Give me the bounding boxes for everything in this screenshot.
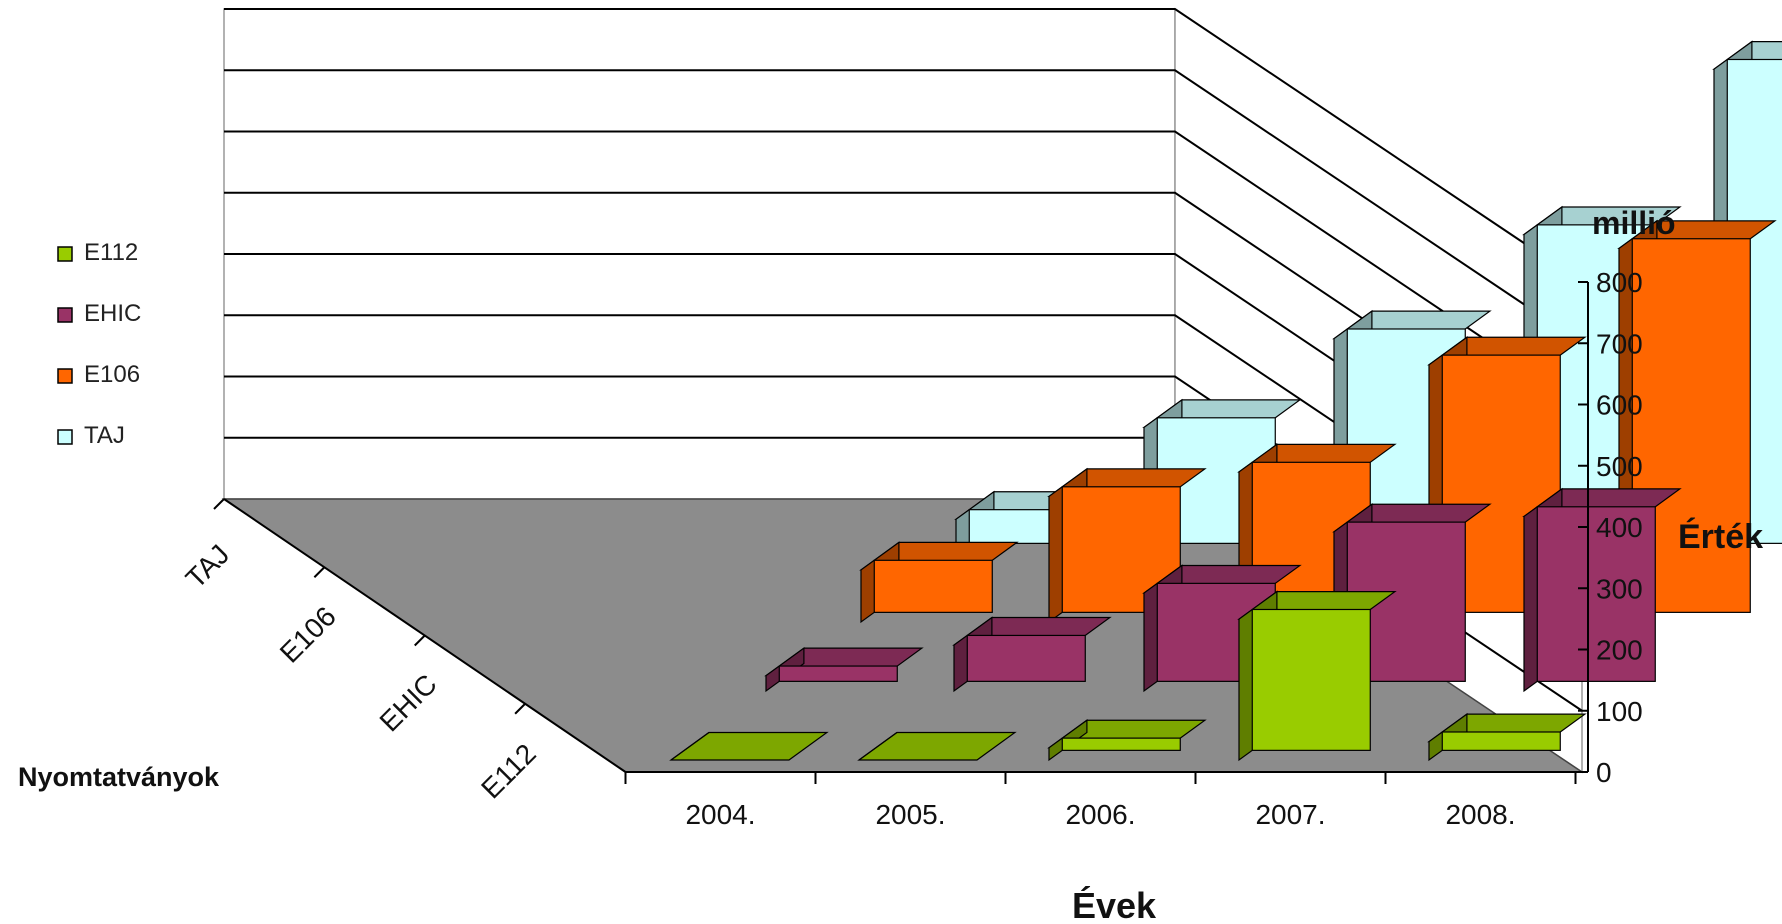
legend-label: E112 bbox=[84, 239, 138, 266]
legend-swatch bbox=[57, 307, 73, 323]
value-tick-label: 200 bbox=[1596, 635, 1643, 666]
bar-front bbox=[778, 665, 898, 682]
x-axis-title: Évek bbox=[1072, 885, 1157, 924]
value-tick-label: 800 bbox=[1596, 267, 1643, 298]
year-tick-label: 2008. bbox=[1445, 799, 1515, 830]
bar-e106-2004 bbox=[859, 541, 1019, 624]
bar-front bbox=[1441, 731, 1561, 751]
value-tick-label: 400 bbox=[1596, 512, 1643, 543]
year-tick-label: 2006. bbox=[1065, 799, 1135, 830]
value-tick-label: 300 bbox=[1596, 573, 1643, 604]
bar-front bbox=[1061, 737, 1181, 751]
legend-label: EHIC bbox=[84, 300, 141, 327]
bar-ehic-2004 bbox=[764, 646, 924, 693]
series-tick-label: EHIC bbox=[374, 668, 443, 737]
series-tick bbox=[313, 566, 326, 578]
year-tick-label: 2007. bbox=[1255, 799, 1325, 830]
bar-ehic-2008 bbox=[1522, 487, 1682, 693]
bar-side bbox=[858, 731, 898, 761]
bar-side bbox=[670, 731, 710, 761]
bar-front bbox=[1536, 506, 1656, 682]
year-tick-label: 2005. bbox=[875, 799, 945, 830]
series-tick bbox=[213, 498, 225, 510]
depth-axis-title: Nyomtatványok bbox=[18, 762, 220, 792]
gridline bbox=[224, 8, 1583, 283]
chart-bars bbox=[669, 40, 1782, 762]
legend-label: E106 bbox=[84, 361, 140, 388]
bar-e112-2006 bbox=[1047, 719, 1207, 762]
bar-e112-2007 bbox=[1237, 590, 1397, 762]
bar-front bbox=[1251, 608, 1371, 751]
value-tick-label: 600 bbox=[1596, 390, 1643, 421]
legend-swatch bbox=[57, 368, 73, 384]
legend-swatch bbox=[57, 246, 73, 262]
bar-front bbox=[966, 634, 1086, 682]
gridline bbox=[224, 69, 1583, 345]
value-axis: 0 100 200 300 400 500 600 700 800 bbox=[1578, 267, 1643, 788]
unit-label: millió bbox=[1592, 205, 1676, 241]
bar-e112-2005 bbox=[857, 731, 1017, 761]
legend-swatch bbox=[57, 429, 73, 445]
bar-e112-2008 bbox=[1427, 712, 1587, 762]
legend: E112 EHIC E106 TAJ bbox=[57, 239, 141, 449]
series-tick-label: E112 bbox=[475, 738, 542, 805]
bar-front bbox=[873, 559, 993, 613]
legend-label: TAJ bbox=[84, 422, 125, 449]
value-tick-label: 0 bbox=[1596, 757, 1612, 788]
value-tick-label: 700 bbox=[1596, 328, 1643, 359]
series-tick-label: E106 bbox=[274, 601, 342, 669]
series-tick bbox=[514, 703, 526, 715]
value-tick-label: 500 bbox=[1596, 451, 1643, 482]
bar-ehic-2005 bbox=[952, 616, 1112, 693]
bar-e112-2004 bbox=[669, 731, 829, 761]
y-axis-title: Érték bbox=[1678, 518, 1763, 556]
series-tick-label: TAJ bbox=[180, 539, 236, 595]
series-tick bbox=[414, 634, 426, 647]
year-axis: 2004. 2005. 2006. 2007. 2008. bbox=[624, 771, 1582, 830]
year-tick-label: 2004. bbox=[685, 799, 755, 830]
value-tick-label: 100 bbox=[1596, 696, 1643, 727]
